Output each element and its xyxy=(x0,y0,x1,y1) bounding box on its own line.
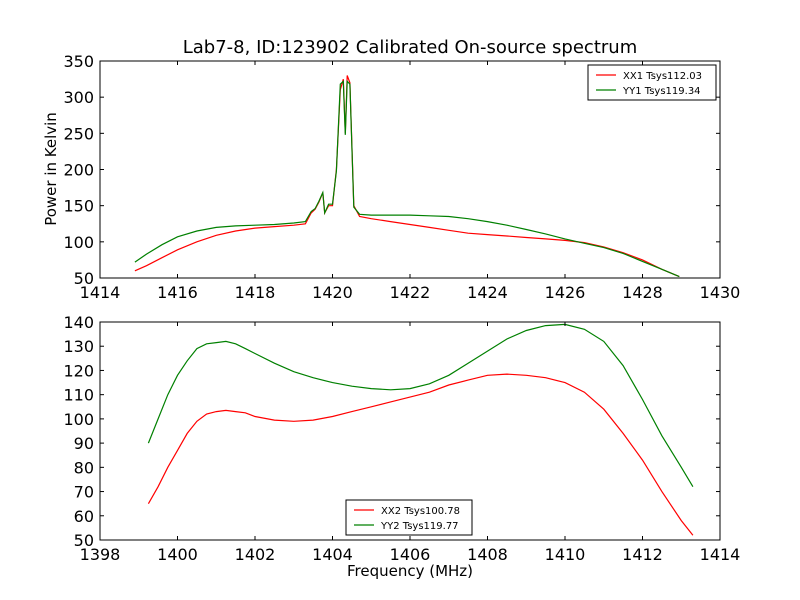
bottom-y-tick-label: 60 xyxy=(74,507,94,526)
bottom-y-tick-label: 120 xyxy=(63,361,94,380)
bottom-y-tick-label: 130 xyxy=(63,337,94,356)
top-legend: XX1 Tsys112.03 YY1 Tsys119.34 xyxy=(587,64,717,101)
top-legend-label-1: XX1 Tsys112.03 xyxy=(623,71,702,82)
bottom-x-tick-label: 1398 xyxy=(80,545,121,564)
top-y-tick-label: 100 xyxy=(63,233,94,252)
top-legend-label-2: YY1 Tsys119.34 xyxy=(622,86,701,97)
bottom-y-tick-label: 70 xyxy=(74,483,94,502)
top-y-tick-label: 150 xyxy=(63,197,94,216)
bottom-x-tick-label: 1400 xyxy=(157,545,198,564)
top-x-tick-label: 1428 xyxy=(622,283,663,302)
bottom-legend-label-1: XX2 Tsys100.78 xyxy=(381,506,460,517)
top-x-tick-label: 1414 xyxy=(80,283,121,302)
bottom-series-line-2 xyxy=(147,323,694,488)
bottom-y-tick-label: 140 xyxy=(63,313,94,332)
bottom-x-tick-label: 1414 xyxy=(700,545,741,564)
bottom-y-tick-label: 100 xyxy=(63,410,94,429)
top-x-tick-label: 1422 xyxy=(390,283,431,302)
bottom-x-tick-label: 1406 xyxy=(390,545,431,564)
bottom-y-tick-label: 110 xyxy=(63,386,94,405)
top-y-tick-label: 200 xyxy=(63,161,94,180)
top-x-tick-label: 1430 xyxy=(700,283,741,302)
top-y-axis-label: Power in Kelvin xyxy=(42,112,60,226)
top-legend-box xyxy=(587,64,717,101)
top-plot: 1414 1416 1418 1420 1422 1424 1426 1428 1430 50 10… xyxy=(63,52,740,302)
bottom-x-tick-label: 1404 xyxy=(312,545,353,564)
top-y-tick-label: 50 xyxy=(74,269,94,288)
bottom-legend: XX2 Tsys100.78 YY2 Tsys119.77 xyxy=(345,499,473,536)
top-x-tick-label: 1416 xyxy=(157,283,198,302)
bottom-plot: 1398 1400 1402 1404 1406 1408 1410 1412 1414 50 60… xyxy=(63,313,740,564)
bottom-y-tick-label: 90 xyxy=(74,434,94,453)
top-x-tick-label: 1424 xyxy=(467,283,508,302)
bottom-x-tick-label: 1408 xyxy=(467,545,508,564)
bottom-y-tick-label: 80 xyxy=(74,458,94,477)
top-y-tick-label: 350 xyxy=(63,52,94,71)
top-x-tick-label: 1420 xyxy=(312,283,353,302)
bottom-y-tick-label: 50 xyxy=(74,531,94,550)
bottom-x-tick-label: 1402 xyxy=(235,545,276,564)
top-x-tick-label: 1418 xyxy=(235,283,276,302)
bottom-legend-box xyxy=(345,499,473,536)
bottom-legend-label-2: YY2 Tsys119.77 xyxy=(380,521,459,532)
chart-title: Lab7-8, ID:123902 Calibrated On-source s… xyxy=(183,37,637,58)
top-y-tick-label: 250 xyxy=(63,124,94,143)
top-series-line-2 xyxy=(134,79,680,278)
bottom-x-tick-label: 1412 xyxy=(622,545,663,564)
top-y-tick-label: 300 xyxy=(63,88,94,107)
top-x-tick-label: 1426 xyxy=(545,283,586,302)
bottom-x-tick-label: 1410 xyxy=(545,545,586,564)
bottom-series-line-1 xyxy=(147,373,694,536)
bottom-x-axis-label: Frequency (MHz) xyxy=(347,562,473,580)
